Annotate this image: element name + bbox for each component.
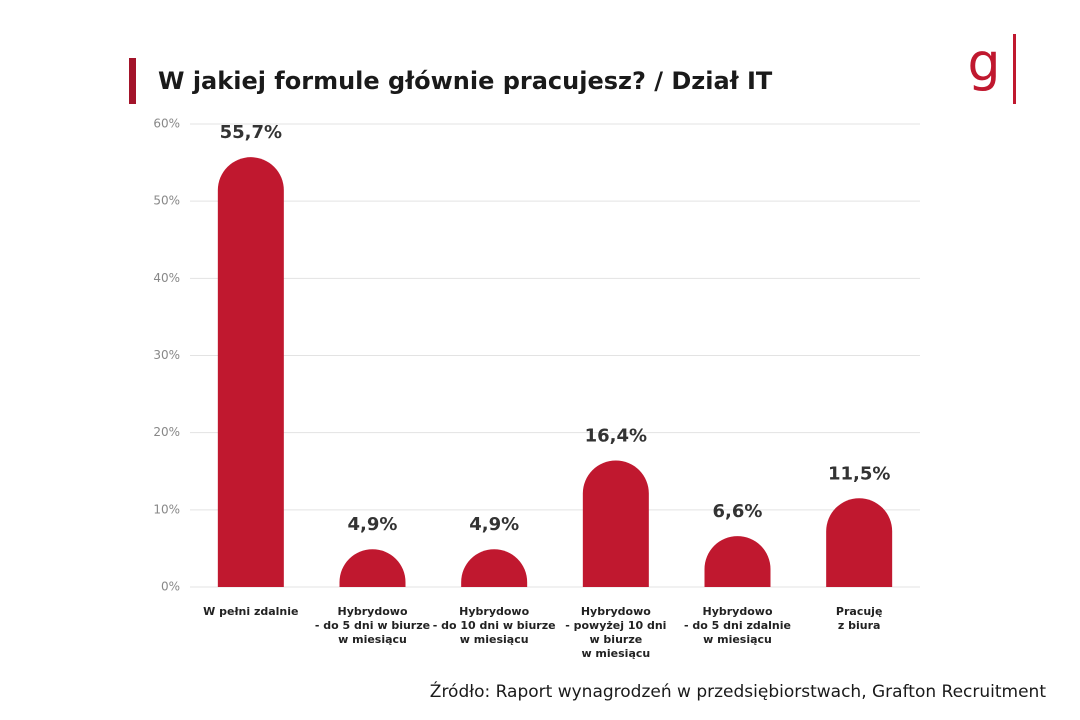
logo-bar xyxy=(1013,34,1016,104)
bar xyxy=(339,549,406,587)
value-label: 11,5% xyxy=(828,463,890,484)
y-tick-label: 50% xyxy=(153,194,180,208)
y-tick-label: 40% xyxy=(153,271,180,285)
x-tick-label: W pełni zdalnie xyxy=(203,605,299,618)
y-tick-label: 0% xyxy=(161,580,180,594)
value-label: 6,6% xyxy=(713,501,763,522)
y-tick-label: 10% xyxy=(153,502,180,516)
bar xyxy=(461,549,528,587)
x-tick-label: Hybrydowo - do 10 dni w biurze w miesiąc… xyxy=(432,605,556,646)
x-tick-label: Hybrydowo - powyżej 10 dni w biurze w mi… xyxy=(565,605,667,660)
source: Źródło: Raport wynagrodzeń w przedsiębio… xyxy=(430,680,1047,702)
x-tick-label: Pracuję z biura xyxy=(835,605,883,632)
value-label: 4,9% xyxy=(348,514,398,535)
y-tick-label: 30% xyxy=(153,348,180,362)
chart-title: W jakiej formule głównie pracujesz? / Dz… xyxy=(158,67,773,95)
bar xyxy=(826,498,893,587)
logo: g xyxy=(967,33,1000,93)
title-accent xyxy=(129,58,136,104)
x-tick-label: Hybrydowo - do 5 dni w biurze w miesiącu xyxy=(314,605,431,646)
bar xyxy=(217,157,284,587)
y-tick-label: 60% xyxy=(153,117,180,131)
value-label: 4,9% xyxy=(469,514,519,535)
bar xyxy=(704,536,771,587)
value-label: 16,4% xyxy=(585,425,647,446)
x-tick-label: Hybrydowo - do 5 dni zdalnie w miesiącu xyxy=(684,605,791,646)
bar xyxy=(582,460,649,587)
value-label: 55,7% xyxy=(220,122,282,143)
y-tick-label: 20% xyxy=(153,425,180,439)
